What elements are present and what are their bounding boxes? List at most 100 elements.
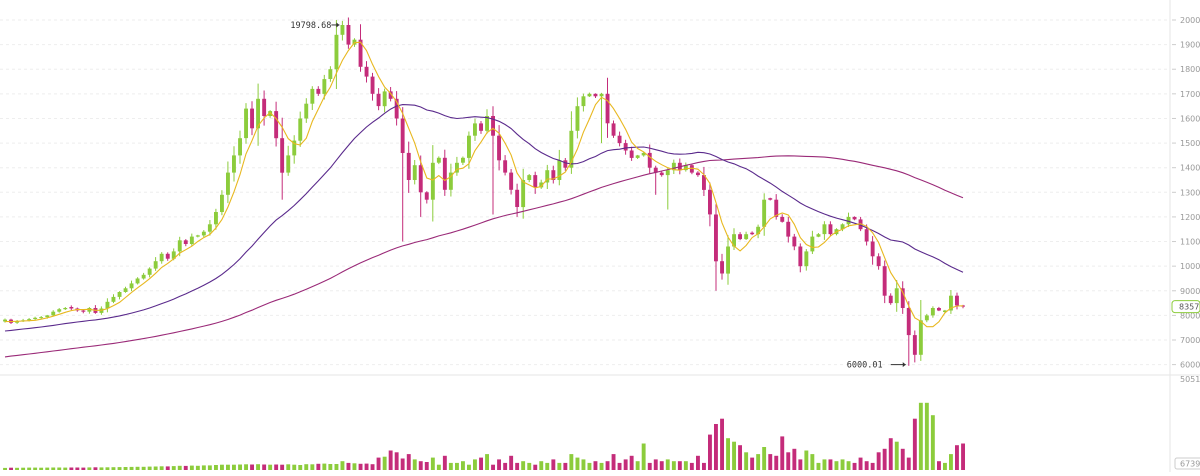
candle-body-41 — [250, 108, 254, 129]
candle-body-83 — [503, 160, 508, 173]
volume-bar-155 — [937, 461, 941, 470]
volume-bar-101 — [611, 454, 616, 470]
volume-bar-0 — [3, 467, 7, 470]
candle-body-54 — [328, 69, 333, 79]
volume-bar-159 — [961, 443, 965, 470]
candle-body-61 — [370, 76, 375, 94]
volume-bar-19 — [117, 467, 122, 470]
candle-body-107 — [647, 152, 652, 168]
price-tick-label-6: 14000. — [1180, 164, 1200, 173]
candle-body-76 — [461, 157, 465, 163]
candle-body-127 — [768, 198, 773, 200]
candle-body-65 — [394, 98, 399, 119]
candle-body-57 — [346, 25, 351, 45]
volume-bar-106 — [641, 443, 646, 470]
candle-body-98 — [593, 93, 598, 97]
volume-bar-66 — [400, 458, 405, 470]
candle-body-74 — [448, 172, 453, 190]
volume-bar-63 — [382, 456, 387, 470]
candle-body-13 — [81, 310, 86, 312]
candle-body-53 — [322, 79, 327, 94]
price-tick-label-3: 17000. — [1180, 90, 1200, 99]
candle-body-118 — [714, 214, 718, 262]
candle-body-92 — [557, 160, 562, 180]
volume-bar-48 — [292, 464, 297, 470]
volume-bar-149 — [900, 448, 905, 470]
volume-bar-79 — [479, 457, 483, 470]
volume-bar-97 — [587, 462, 592, 470]
candle-body-113 — [683, 165, 688, 171]
ma-long-line — [4, 155, 964, 358]
candle-body-111 — [671, 162, 676, 171]
candle-body-69 — [418, 165, 423, 193]
volume-bar-29 — [177, 465, 182, 470]
candle-body-4 — [27, 319, 32, 321]
candle-body-143 — [864, 229, 869, 242]
volume-bar-7 — [45, 467, 50, 470]
candle-body-116 — [702, 175, 706, 190]
price-tick-label-10: 10000. — [1180, 262, 1200, 271]
candle-body-20 — [123, 288, 128, 292]
candle-body-120 — [726, 246, 730, 274]
candle-body-114 — [689, 165, 694, 173]
volume-bar-61 — [370, 464, 375, 470]
volume-bar-115 — [696, 455, 700, 470]
candle-body-73 — [442, 157, 447, 190]
ma-mid-line — [4, 104, 964, 332]
volume-bar-126 — [762, 447, 767, 470]
candle-body-157 — [949, 295, 953, 311]
volume-bar-44 — [268, 464, 273, 470]
volume-bar-30 — [183, 465, 188, 470]
volume-bar-27 — [165, 466, 170, 470]
candle-body-52 — [316, 88, 321, 94]
volume-bar-85 — [515, 462, 520, 470]
candle-body-40 — [244, 108, 248, 139]
volume-bar-83 — [503, 462, 508, 470]
candle-body-151 — [912, 335, 917, 355]
volume-bar-154 — [930, 415, 935, 470]
candle-body-72 — [436, 157, 441, 163]
volume-bar-74 — [448, 462, 453, 470]
volume-bar-116 — [702, 462, 706, 470]
price-tick-label-13: 7000. — [1180, 336, 1200, 345]
volume-bar-103 — [623, 459, 628, 470]
candle-body-0 — [3, 319, 7, 322]
candle-body-97 — [587, 93, 592, 97]
volume-bar-110 — [665, 459, 670, 470]
candle-body-19 — [117, 292, 122, 297]
candle-body-139 — [840, 224, 845, 230]
candle-body-119 — [720, 261, 724, 274]
candle-body-109 — [659, 172, 664, 176]
volume-bar-41 — [250, 464, 254, 470]
volume-bar-157 — [949, 454, 953, 470]
volume-bar-52 — [316, 463, 321, 470]
candle-body-141 — [852, 216, 857, 220]
volume-bar-31 — [189, 465, 194, 470]
candle-body-101 — [611, 123, 616, 136]
candle-body-55 — [334, 34, 339, 70]
candle-body-29 — [177, 240, 182, 252]
volume-bar-84 — [509, 455, 514, 470]
volume-bar-135 — [816, 462, 821, 470]
volume-bar-54 — [328, 464, 333, 470]
candle-body-26 — [159, 253, 164, 262]
candle-body-154 — [930, 308, 935, 316]
candle-body-31 — [189, 236, 194, 244]
volume-bar-42 — [256, 464, 260, 470]
candle-body-79 — [479, 123, 483, 131]
candle-body-66 — [400, 118, 405, 153]
volume-bar-95 — [575, 457, 580, 470]
candle-body-44 — [268, 111, 273, 116]
volume-bar-109 — [659, 461, 664, 470]
volume-bar-138 — [834, 461, 839, 470]
volume-bar-121 — [732, 441, 736, 470]
candle-body-18 — [111, 296, 116, 302]
volume-bar-26 — [159, 466, 164, 470]
candle-body-35 — [214, 212, 218, 225]
candle-body-147 — [888, 295, 893, 304]
candle-body-159 — [961, 305, 965, 307]
candle-body-38 — [232, 155, 236, 173]
candle-body-47 — [286, 155, 291, 173]
volume-bar-68 — [412, 459, 417, 470]
